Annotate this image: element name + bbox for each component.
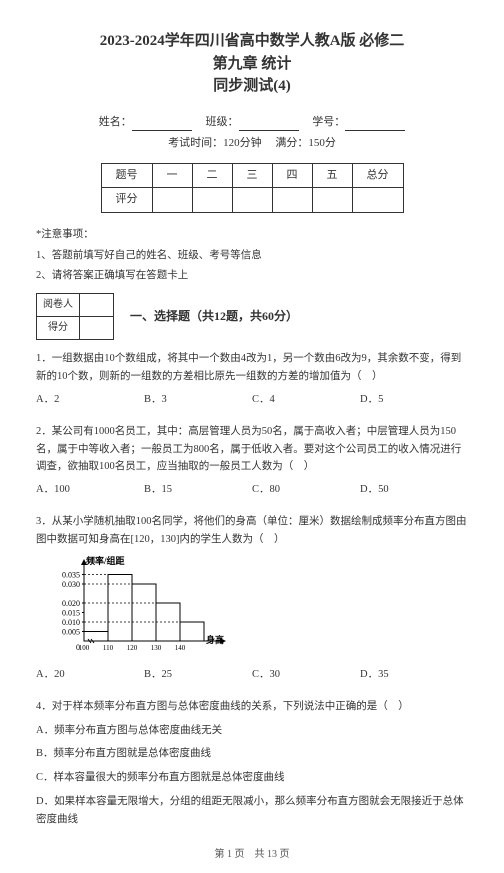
question-3-options: A．20 B．25 C．30 D．35 <box>36 667 468 684</box>
q2-opt-b: B．15 <box>144 482 252 499</box>
svg-text:0.015: 0.015 <box>62 608 80 617</box>
q1-opt-c: C．4 <box>252 392 360 409</box>
cell-3 <box>232 188 272 213</box>
notes-heading: *注意事项： <box>36 227 468 244</box>
svg-text:0.030: 0.030 <box>62 580 80 589</box>
col-2: 二 <box>192 163 232 188</box>
col-5: 五 <box>312 163 352 188</box>
question-1: 1．一组数据由10个数组成，将其中一个数由4改为1，另一个数由6改为9，其余数不… <box>36 350 468 386</box>
section-row: 阅卷人 得分 一、选择题（共12题，共60分） <box>36 293 468 340</box>
grader-blank-1 <box>80 294 114 317</box>
grader-label: 阅卷人 <box>37 294 80 317</box>
class-blank <box>239 119 299 131</box>
question-3: 3．从某小学随机抽取100名同学，将他们的身高（单位：厘米）数据绘制成频率分布直… <box>36 513 468 549</box>
title-line-1: 2023-2024学年四川省高中数学人教A版 必修二 <box>36 30 468 53</box>
name-label: 姓名： <box>99 116 132 128</box>
col-1: 一 <box>152 163 192 188</box>
page-footer: 第 1 页 共 13 页 <box>36 847 468 863</box>
q3-opt-c: C．30 <box>252 667 360 684</box>
cell-4 <box>272 188 312 213</box>
q3-opt-b: B．25 <box>144 667 252 684</box>
grader-blank-2 <box>80 317 114 340</box>
title-line-3: 同步测试(4) <box>36 75 468 98</box>
exam-meta: 考试时间：120分钟 满分：150分 <box>36 135 468 153</box>
svg-text:身高: 身高 <box>206 634 224 645</box>
q1-opt-a: A．2 <box>36 392 144 409</box>
row-label: 评分 <box>101 188 152 213</box>
q4-opt-d: D．如果样本容量无限增大，分组的组距无限减小，那么频率分布直方图就会无限接近于总… <box>36 793 468 829</box>
svg-text:120: 120 <box>127 644 138 652</box>
grader-box: 阅卷人 得分 <box>36 293 114 340</box>
student-info-line: 姓名： 班级： 学号： <box>36 114 468 132</box>
notes-item-1: 1、答题前填写好自己的姓名、班级、考号等信息 <box>36 248 468 265</box>
col-3: 三 <box>232 163 272 188</box>
q1-opt-d: D．5 <box>360 392 468 409</box>
question-2: 2．某公司有1000名员工，其中：高层管理人员为50名，属于高收入者；中层管理人… <box>36 423 468 477</box>
section-1-title: 一、选择题（共12题，共60分） <box>130 307 298 326</box>
svg-text:0.035: 0.035 <box>62 570 80 579</box>
histogram-svg: 频率/组距0.0350.0300.0200.0150.0100.0050身高10… <box>46 555 226 655</box>
q4-opt-a: A．频率分布直方图与总体密度曲线无关 <box>36 722 468 740</box>
svg-text:130: 130 <box>151 644 162 652</box>
notes-item-2: 2、请将答案正确填写在答题卡上 <box>36 268 468 285</box>
score-table-header: 题号 一 二 三 四 五 总分 <box>101 163 403 188</box>
q2-opt-c: C．80 <box>252 482 360 499</box>
histogram-chart: 频率/组距0.0350.0300.0200.0150.0100.0050身高10… <box>46 555 468 661</box>
question-1-options: A．2 B．3 C．4 D．5 <box>36 392 468 409</box>
svg-text:频率/组距: 频率/组距 <box>86 555 125 566</box>
name-blank <box>132 119 192 131</box>
title-line-2: 第九章 统计 <box>36 53 468 76</box>
q2-opt-a: A．100 <box>36 482 144 499</box>
col-label: 题号 <box>101 163 152 188</box>
q2-opt-d: D．50 <box>360 482 468 499</box>
q4-opt-b: B．频率分布直方图就是总体密度曲线 <box>36 745 468 763</box>
cell-1 <box>152 188 192 213</box>
title-block: 2023-2024学年四川省高中数学人教A版 必修二 第九章 统计 同步测试(4… <box>36 30 468 98</box>
score-table-row: 评分 <box>101 188 403 213</box>
q3-opt-a: A．20 <box>36 667 144 684</box>
q1-opt-b: B．3 <box>144 392 252 409</box>
svg-text:110: 110 <box>103 644 114 652</box>
question-2-options: A．100 B．15 C．80 D．50 <box>36 482 468 499</box>
cell-2 <box>192 188 232 213</box>
score-table: 题号 一 二 三 四 五 总分 评分 <box>101 163 404 213</box>
svg-text:0.005: 0.005 <box>62 627 80 636</box>
full-score: 满分：150分 <box>275 137 336 149</box>
svg-text:0.020: 0.020 <box>62 599 80 608</box>
svg-text:140: 140 <box>175 644 186 652</box>
score-label: 得分 <box>37 317 80 340</box>
col-4: 四 <box>272 163 312 188</box>
id-blank <box>345 119 405 131</box>
class-label: 班级： <box>206 116 239 128</box>
cell-total <box>352 188 403 213</box>
svg-text:100: 100 <box>79 644 90 652</box>
q3-opt-d: D．35 <box>360 667 468 684</box>
id-label: 学号： <box>312 116 345 128</box>
q4-opt-c: C．样本容量很大的频率分布直方图就是总体密度曲线 <box>36 769 468 787</box>
col-total: 总分 <box>352 163 403 188</box>
svg-text:0.010: 0.010 <box>62 618 80 627</box>
exam-time: 考试时间：120分钟 <box>168 137 262 149</box>
cell-5 <box>312 188 352 213</box>
